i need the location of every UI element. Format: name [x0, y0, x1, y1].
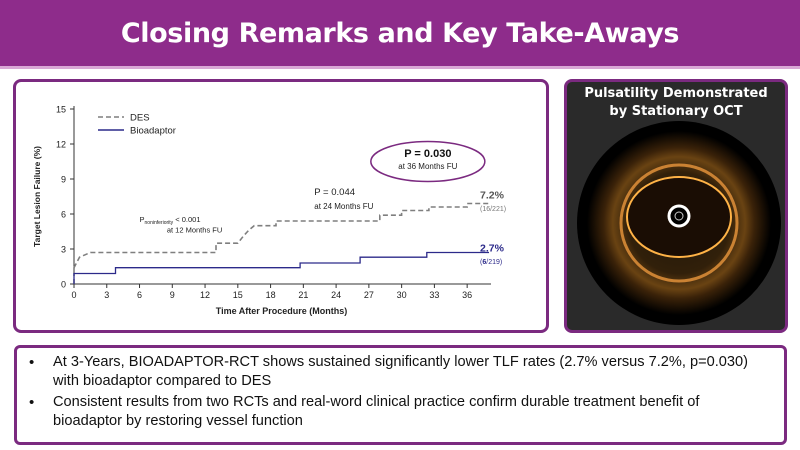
bullet-icon: •: [29, 354, 35, 371]
x-tick-label: 15: [233, 290, 243, 300]
title-bar: Closing Remarks and Key Take-Aways: [0, 0, 800, 69]
takeaway-list: • At 3-Years, BIOADAPTOR-RCT shows sustai…: [25, 353, 770, 431]
x-tick-label: 24: [331, 290, 341, 300]
bio-end-pct: 2.7%: [480, 242, 505, 254]
p12-label: Pnoninferiority < 0.001: [140, 215, 201, 226]
oct-caption: Pulsatility Demonstrated by Stationary O…: [567, 85, 785, 121]
x-tick-label: 27: [364, 290, 374, 300]
list-item: • Consistent results from two RCTs and re…: [25, 393, 770, 431]
x-tick-label: 36: [462, 290, 472, 300]
p36-highlight-ellipse: [370, 140, 486, 183]
x-tick-label: 6: [137, 290, 142, 300]
p36-label: P = 0.030: [404, 148, 451, 160]
bullet-icon: •: [29, 394, 35, 411]
x-axis-label: Time After Procedure (Months): [216, 306, 348, 316]
x-tick-label: 3: [104, 290, 109, 300]
oct-panel: Pulsatility Demonstrated by Stationary O…: [564, 79, 788, 333]
takeaway-box: • At 3-Years, BIOADAPTOR-RCT shows sustai…: [14, 345, 787, 445]
x-tick-label: 21: [298, 290, 308, 300]
p12-fu-label: at 12 Months FU: [167, 226, 222, 235]
x-tick-label: 30: [397, 290, 407, 300]
legend-label-bioadaptor: Bioadaptor: [130, 126, 176, 137]
x-tick-label: 9: [170, 290, 175, 300]
bio-end-n: (6/219): [480, 259, 502, 266]
legend-label-des: DES: [130, 113, 150, 124]
y-axis-label: Target Lesion Failure (%): [32, 146, 42, 247]
chart-panel: 0 3 6 9 12 15 0 3 6 9 12 15 18 21 24 27 30 33 36 Time After…: [13, 79, 549, 333]
p24-fu-label: at 24 Months FU: [314, 202, 373, 211]
series-line-bioadaptor: [73, 251, 489, 284]
x-tick-label: 0: [71, 290, 76, 300]
y-tick-label: 0: [61, 280, 66, 290]
x-tick-label: 33: [429, 290, 439, 300]
des-end-n: (16/221): [480, 206, 506, 213]
y-tick-label: 12: [56, 140, 66, 150]
bullet-text: At 3-Years, BIOADAPTOR-RCT shows sustain…: [53, 354, 748, 389]
y-tick-label: 6: [61, 210, 66, 220]
oct-caption-line2: by Stationary OCT: [609, 104, 743, 119]
slide-title: Closing Remarks and Key Take-Aways: [120, 17, 680, 49]
x-tick-label: 18: [266, 290, 276, 300]
p24-label: P = 0.044: [314, 187, 355, 198]
series-line-des: [73, 202, 489, 284]
y-tick-label: 3: [61, 245, 66, 255]
x-tick-label: 12: [200, 290, 210, 300]
bullet-text: Consistent results from two RCTs and rea…: [53, 394, 700, 429]
y-tick-label: 9: [61, 175, 66, 185]
p36-fu-label: at 36 Months FU: [398, 162, 457, 171]
y-tick-label: 15: [56, 105, 66, 115]
oct-image: [577, 121, 781, 325]
oct-caption-line1: Pulsatility Demonstrated: [584, 86, 768, 101]
list-item: • At 3-Years, BIOADAPTOR-RCT shows sustai…: [25, 353, 770, 391]
des-end-pct: 7.2%: [480, 189, 505, 201]
